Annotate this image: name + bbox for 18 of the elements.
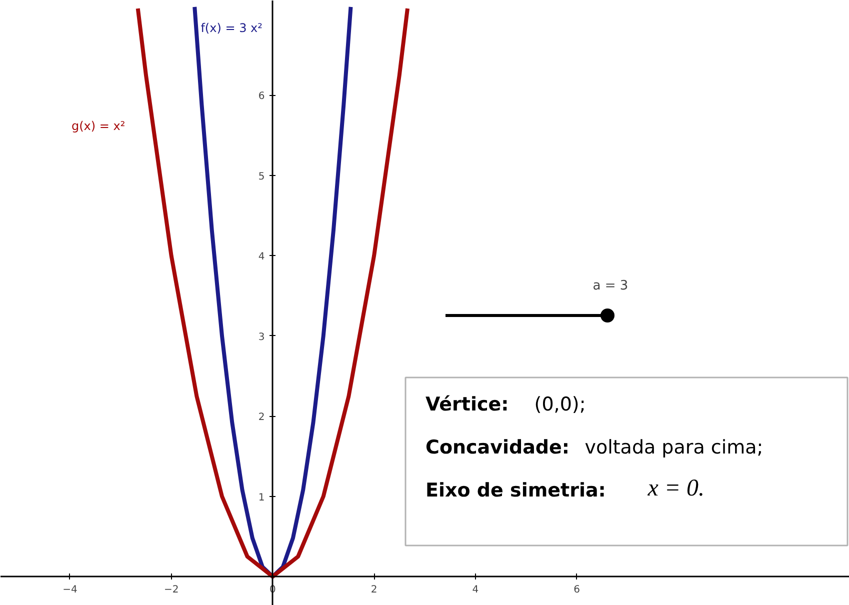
annotation: a = 3 [592,278,628,294]
x-tick-label: 4 [472,584,479,596]
text: Vértice: (0,0); [426,394,586,416]
y-tick-label: 3 [258,332,265,343]
annotation: Concavidade: voltada para cima; [426,436,764,458]
y-tick-label: 6 [258,91,265,102]
y-tick-label: 1 [258,492,265,504]
y-tick-label: 5 [258,171,265,182]
line-series [136,6,410,579]
text: Eixo de simetria: x = 0. [426,476,705,502]
x-tick-label: 6 [574,584,580,596]
x-tick-label: −2 [164,584,179,596]
x-tick-label: −4 [62,584,78,596]
x-tick-label: 2 [370,584,378,596]
series-label: f(x) = 3 x² [200,21,263,36]
y-tick-label: 2 [258,412,265,424]
y-tick-label: 4 [258,252,265,263]
text: g(x) = x² [72,118,126,133]
